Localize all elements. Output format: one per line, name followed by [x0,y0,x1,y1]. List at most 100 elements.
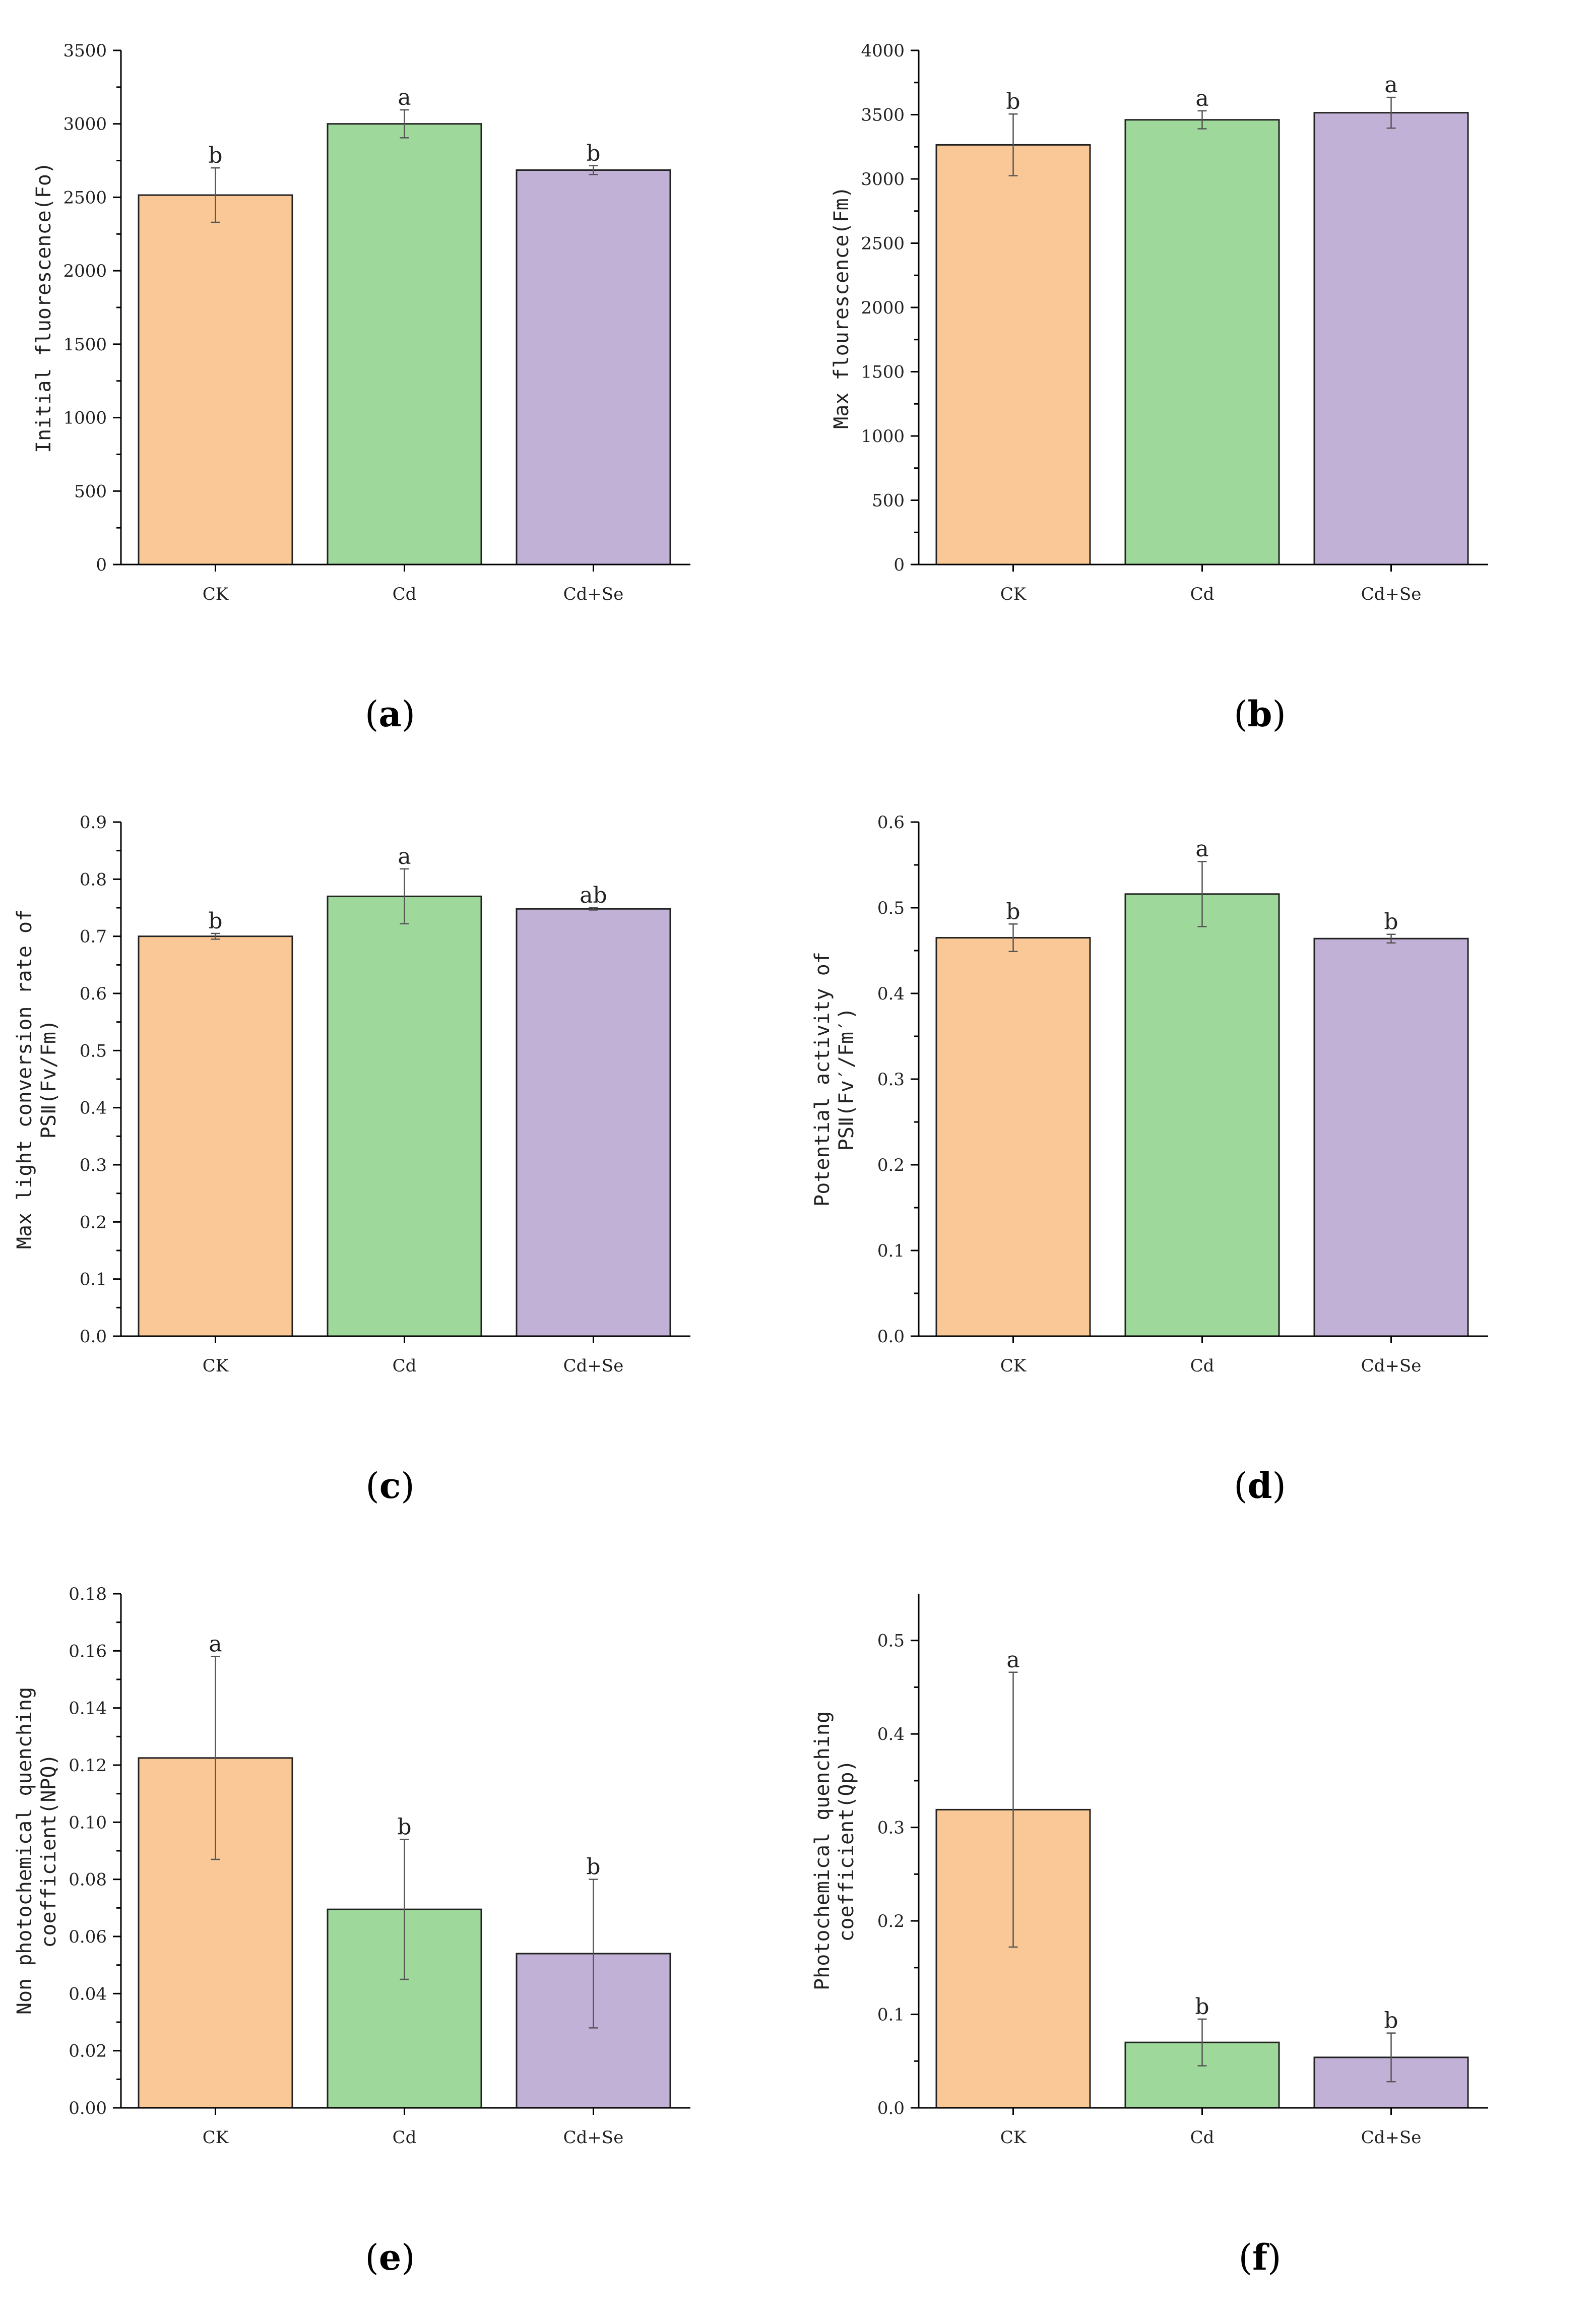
y-tick-label: 3000 [861,169,905,190]
y-tick-label: 4000 [861,41,905,61]
y-tick-label: 0.9 [80,812,107,833]
y-tick-label: 0.0 [877,1327,905,1347]
x-tick-label-Cd+Se: Cd+Se [563,2128,624,2148]
bar-Cd+Se [1313,937,1469,1337]
y-tick-label: 0.08 [69,1870,107,1890]
y-axis-title: Photochemical quenching [811,1711,834,1990]
significance-label-CK: b [1006,89,1020,114]
bar-CK [935,937,1091,1337]
panel-caption-c: (c) [365,1465,415,1507]
x-tick-label-CK: CK [1000,584,1027,604]
bar-Cd [327,123,482,566]
y-tick-label: 0.4 [80,1098,107,1118]
y-tick-label: 0.2 [80,1212,107,1232]
bar-Cd [327,895,482,1337]
y-tick-label: 0.10 [69,1812,107,1833]
y-tick-label: 0 [96,555,107,575]
y-tick-label: 0.6 [877,812,905,833]
y-tick-label: 0.0 [80,1327,107,1347]
significance-label-CK: a [1006,1647,1019,1673]
significance-label-Cd: a [1195,86,1208,111]
y-axis-title: Max light conversion rate of [13,909,36,1249]
y-tick-label: 0.2 [877,1155,905,1175]
x-tick-label-Cd+Se: Cd+Se [563,1356,624,1376]
chart-panel-a: b CK a Cd b Cd+Se 0 500 1000 1500 2000 2500 3000 3500… [32,41,690,604]
y-tick-label: 0.02 [69,2041,107,2061]
x-tick-label-CK: CK [203,584,229,604]
bar-Cd+Se [1313,112,1469,566]
y-tick-label: 3500 [861,105,905,126]
y-axis-title: Non photochemical quenching [13,1687,36,2015]
y-axis-title: coefficient(NPQ) [37,1754,60,1948]
panel-caption-f: (f) [1238,2236,1282,2278]
significance-label-Cd+Se: b [586,1854,600,1880]
x-tick-label-Cd: Cd [393,2128,417,2148]
bar-Cd+Se [516,169,671,566]
significance-label-CK: b [1006,899,1020,924]
significance-label-CK: b [208,908,222,934]
y-tick-label: 0.06 [69,1927,107,1947]
x-tick-label-Cd: Cd [1190,2128,1215,2148]
y-tick-label: 0.2 [877,1911,905,1931]
y-tick-label: 2500 [861,234,905,254]
bar-Cd+Se [516,908,671,1337]
y-tick-label: 0.00 [69,2098,107,2118]
y-tick-label: 1500 [63,335,107,355]
y-tick-label: 0.6 [80,984,107,1004]
significance-label-Cd: a [398,844,411,869]
significance-label-Cd: b [1195,1994,1209,2020]
x-tick-label-Cd: Cd [1190,584,1215,604]
y-tick-label: 3000 [63,114,107,135]
y-tick-label: 0.1 [877,2005,905,2025]
x-tick-label-Cd: Cd [1190,1356,1215,1376]
chart-panel-d: b CK a Cd b Cd+Se 0.0 0.1 0.2 0.3 0.4 0.5 0.6 Potenti… [811,812,1488,1376]
y-tick-label: 0.5 [877,1631,905,1651]
y-tick-label: 2000 [861,298,905,318]
y-tick-label: 0.0 [877,2098,905,2118]
y-tick-label: 1000 [861,426,905,447]
y-tick-label: 500 [74,481,107,502]
significance-label-Cd+Se: b [586,141,600,166]
significance-label-Cd+Se: ab [580,883,607,908]
y-tick-label: 0.4 [877,984,905,1004]
y-tick-label: 0.04 [69,1984,107,2004]
panel-caption-a: (a) [365,693,415,735]
x-tick-label-Cd+Se: Cd+Se [1361,2128,1422,2148]
y-tick-label: 0.7 [80,927,107,947]
significance-label-Cd: a [398,85,411,110]
significance-label-Cd+Se: b [1384,2008,1398,2034]
x-tick-label-CK: CK [203,1356,229,1376]
y-axis-title: PSⅡ(Fv/Fm) [37,1020,60,1139]
significance-label-Cd: b [397,1814,411,1840]
x-tick-label-Cd+Se: Cd+Se [563,584,624,604]
y-tick-label: 0.3 [877,1070,905,1090]
significance-label-Cd+Se: a [1384,72,1397,98]
y-tick-label: 3500 [63,41,107,61]
y-tick-label: 500 [872,491,905,511]
y-axis-title: coefficient(Qp) [835,1760,858,1942]
x-tick-label-Cd: Cd [393,584,417,604]
x-tick-label-Cd+Se: Cd+Se [1361,584,1422,604]
y-tick-label: 0.5 [80,1041,107,1061]
y-tick-label: 0.14 [69,1699,107,1719]
x-tick-label-CK: CK [1000,2128,1027,2148]
x-tick-label-Cd+Se: Cd+Se [1361,1356,1422,1376]
panel-caption-e: (e) [365,2236,415,2278]
y-axis-title: Potential activity of [811,952,834,1207]
chart-panel-f: a CK b Cd b Cd+Se 0.0 0.1 0.2 0.3 0.4 0.5 Photochemi… [811,1594,1488,2148]
y-axis-title: Max flourescence(Fm) [830,186,853,429]
y-tick-label: 0.3 [80,1155,107,1175]
significance-label-CK: a [209,1632,222,1657]
chart-panel-e: a CK b Cd b Cd+Se 0.00 0.02 0.04 0.06 0.08 0.10 0.12… [13,1584,690,2148]
y-tick-label: 0.18 [69,1584,107,1604]
bar-Cd [1124,893,1280,1337]
significance-label-Cd: a [1195,836,1208,862]
x-tick-label-CK: CK [203,2128,229,2148]
y-axis-title: Initial fluorescence(Fo) [32,162,55,453]
bar-CK [138,935,293,1337]
y-tick-label: 0 [893,555,905,575]
x-tick-label-Cd: Cd [393,1356,417,1376]
y-tick-label: 0.3 [877,1818,905,1838]
y-tick-label: 0.1 [877,1241,905,1261]
